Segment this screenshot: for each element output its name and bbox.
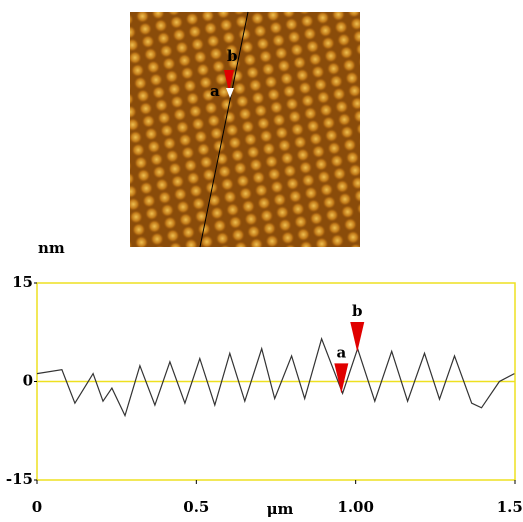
y-tick-label: 15 bbox=[12, 273, 33, 291]
profile-chart: 15 0 -15 0 0.5 1.00 1.50 nm μm a b bbox=[6, 239, 523, 518]
y-tick-label: 0 bbox=[23, 372, 33, 390]
x-tick-label: 0 bbox=[32, 498, 42, 516]
topograph bbox=[130, 12, 360, 247]
cursor-label: b bbox=[352, 302, 363, 320]
x-tick-label: 0.5 bbox=[183, 498, 209, 516]
y-axis-label: nm bbox=[38, 239, 65, 257]
cursor-b bbox=[224, 70, 234, 92]
cursor-a bbox=[226, 88, 234, 98]
afm-image: b a bbox=[130, 11, 360, 248]
cursor-marker bbox=[350, 321, 365, 352]
cursor-label: a bbox=[336, 343, 346, 361]
x-tick-label: 1.50 bbox=[497, 498, 523, 516]
y-tick-label: -15 bbox=[6, 470, 33, 488]
image-label: a bbox=[210, 82, 220, 100]
x-tick-label: 1.00 bbox=[337, 498, 374, 516]
x-axis-label: μm bbox=[267, 500, 294, 518]
scan-line bbox=[199, 11, 249, 248]
image-label: b bbox=[227, 47, 238, 65]
cursor-marker bbox=[334, 363, 349, 394]
profile-line bbox=[36, 336, 515, 418]
